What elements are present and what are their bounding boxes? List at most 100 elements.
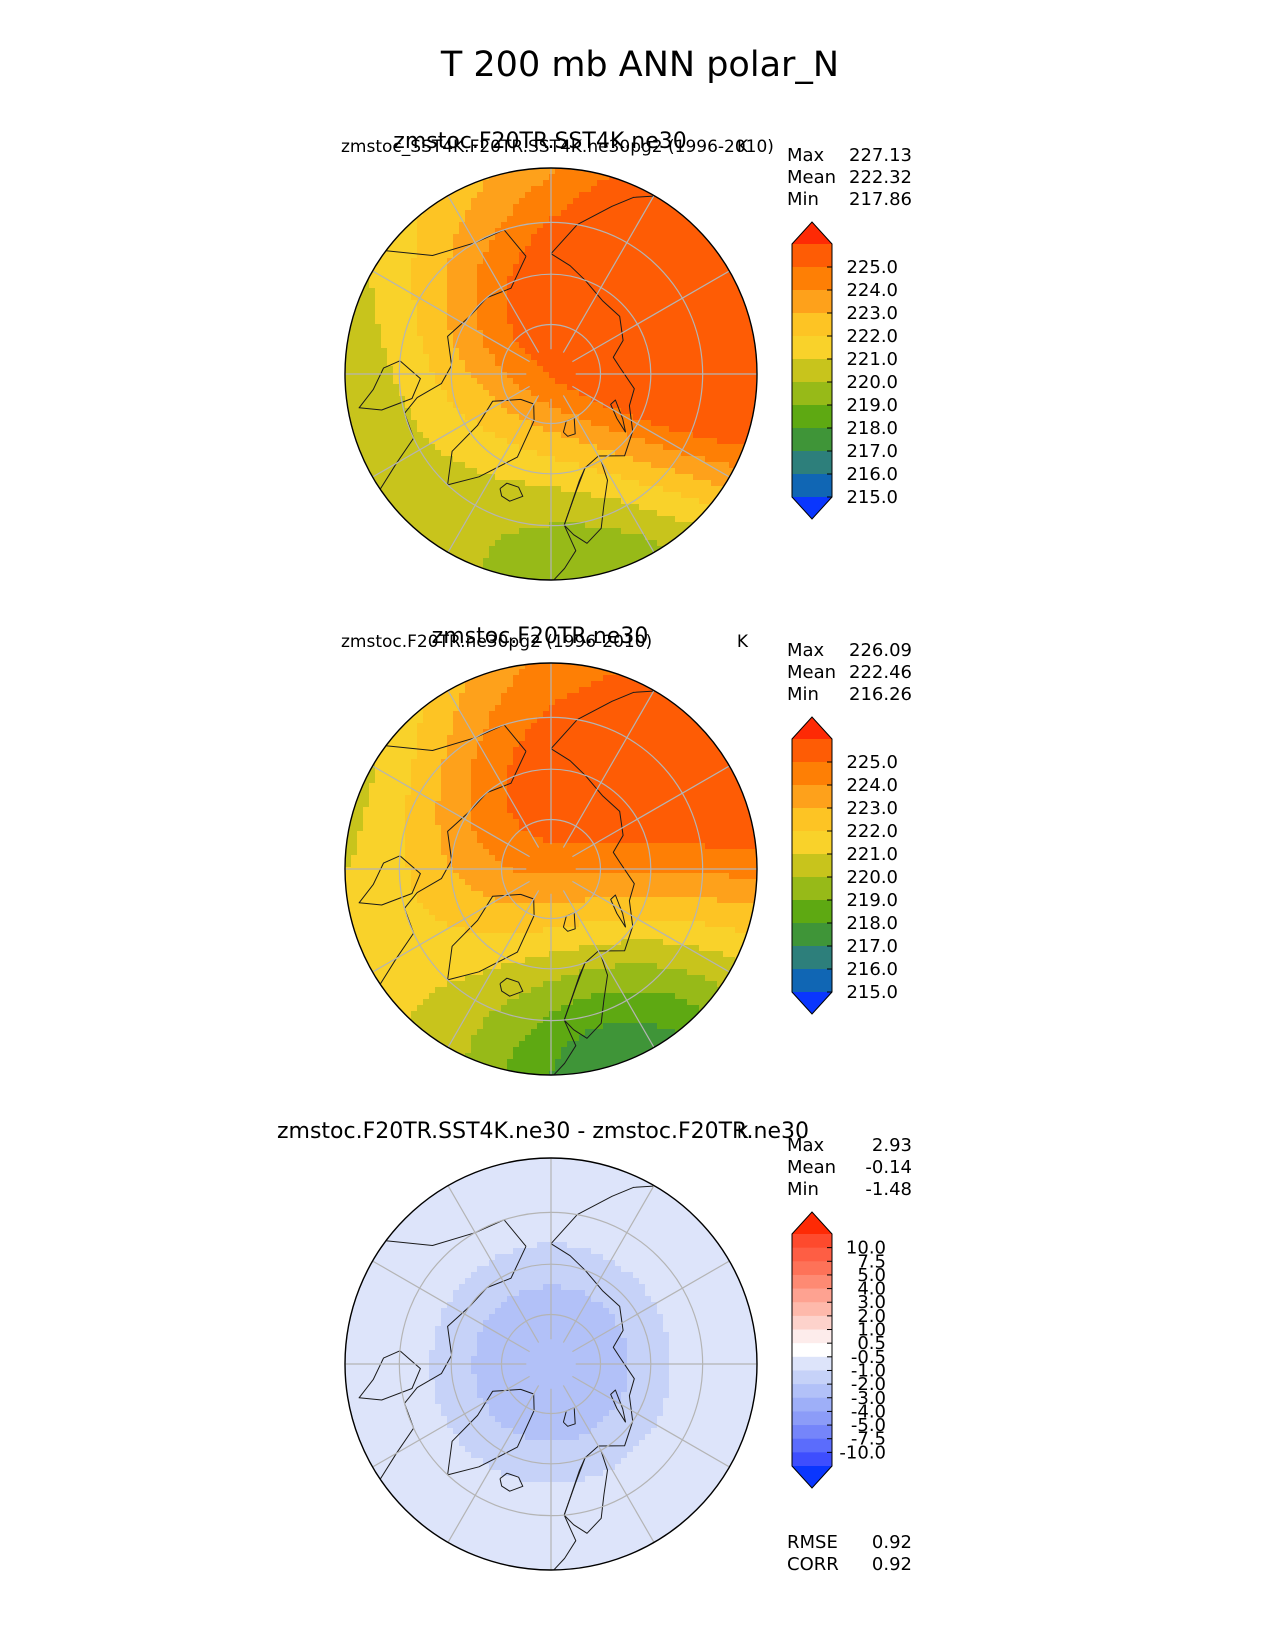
field-cell <box>453 675 460 682</box>
field-cell <box>465 759 472 766</box>
field-cell <box>477 711 484 718</box>
field-cell <box>657 693 664 700</box>
field-cell <box>687 492 694 499</box>
field-cell <box>459 552 466 559</box>
field-cell <box>741 414 748 421</box>
field-cell <box>393 456 400 463</box>
field-cell <box>447 717 454 724</box>
field-cell <box>525 753 532 760</box>
field-cell <box>651 306 658 313</box>
field-cell <box>435 468 442 475</box>
field-cell <box>717 372 724 379</box>
field-cell <box>585 348 592 355</box>
field-cell <box>609 186 616 193</box>
field-cell <box>591 705 598 712</box>
field-cell <box>483 420 490 427</box>
field-cell <box>687 528 694 535</box>
field-cell <box>561 240 568 247</box>
field-cell <box>369 390 376 397</box>
field-cell <box>513 492 520 499</box>
field-cell <box>447 402 454 409</box>
field-cell <box>729 282 736 289</box>
field-cell <box>585 222 592 229</box>
field-cell <box>519 300 526 307</box>
field-cell <box>591 378 598 385</box>
field-cell <box>495 204 502 211</box>
field-cell <box>627 174 634 181</box>
field-cell <box>723 408 730 415</box>
field-cell <box>483 462 490 469</box>
field-cell <box>627 216 634 223</box>
field-cell <box>567 546 574 553</box>
field-cell <box>549 765 556 772</box>
field-cell <box>399 420 406 427</box>
field-cell <box>537 378 544 385</box>
field-cell <box>405 228 412 235</box>
field-cell <box>561 390 568 397</box>
field-cell <box>561 192 568 199</box>
field-cell <box>429 420 436 427</box>
field-cell <box>567 480 574 487</box>
field-cell <box>447 204 454 211</box>
field-cell <box>699 270 706 277</box>
colorbar-tick-label: 217.0 <box>846 441 898 462</box>
field-cell <box>501 570 508 577</box>
field-cell <box>693 498 700 505</box>
field-cell <box>705 330 712 337</box>
field-cell <box>555 372 562 379</box>
field-cell <box>483 348 490 355</box>
field-cell <box>507 180 514 187</box>
field-cell <box>483 336 490 343</box>
field-cell <box>627 741 634 748</box>
field-cell <box>477 270 484 277</box>
field-cell <box>573 663 580 670</box>
field-cell <box>369 270 376 277</box>
field-cell <box>507 390 514 397</box>
field-cell <box>603 318 610 325</box>
field-cell <box>603 264 610 271</box>
field-cell <box>633 444 640 451</box>
field-cell <box>573 492 580 499</box>
field-cell <box>579 228 586 235</box>
field-cell <box>411 288 418 295</box>
field-cell <box>471 360 478 367</box>
field-cell <box>369 372 376 379</box>
field-cell <box>375 432 382 439</box>
field-cell <box>615 324 622 331</box>
field-cell <box>495 282 502 289</box>
field-cell <box>369 300 376 307</box>
field-cell <box>561 699 568 706</box>
field-cell <box>645 735 652 742</box>
field-cell <box>735 432 742 439</box>
field-cell <box>597 777 604 784</box>
field-cell <box>495 330 502 337</box>
field-cell <box>471 252 478 259</box>
field-cell <box>381 330 388 337</box>
field-cell <box>351 402 358 409</box>
field-cell <box>531 564 538 571</box>
field-cell <box>561 270 568 277</box>
field-cell <box>585 546 592 553</box>
field-cell <box>645 504 652 511</box>
field-cell <box>573 747 580 754</box>
field-cell <box>399 294 406 301</box>
field-cell <box>507 681 514 688</box>
field-cell <box>645 705 652 712</box>
field-cell <box>561 558 568 565</box>
field-cell <box>543 771 550 778</box>
field-cell <box>609 294 616 301</box>
field-cell <box>435 741 442 748</box>
field-cell <box>597 450 604 457</box>
field-cell <box>645 528 652 535</box>
field-cell <box>633 306 640 313</box>
field-cell <box>561 180 568 187</box>
field-cell <box>651 396 658 403</box>
field-cell <box>663 705 670 712</box>
field-cell <box>393 480 400 487</box>
field-cell <box>519 276 526 283</box>
field-cell <box>399 348 406 355</box>
field-cell <box>471 468 478 475</box>
field-cell <box>585 420 592 427</box>
field-cell <box>615 462 622 469</box>
field-cell <box>471 717 478 724</box>
